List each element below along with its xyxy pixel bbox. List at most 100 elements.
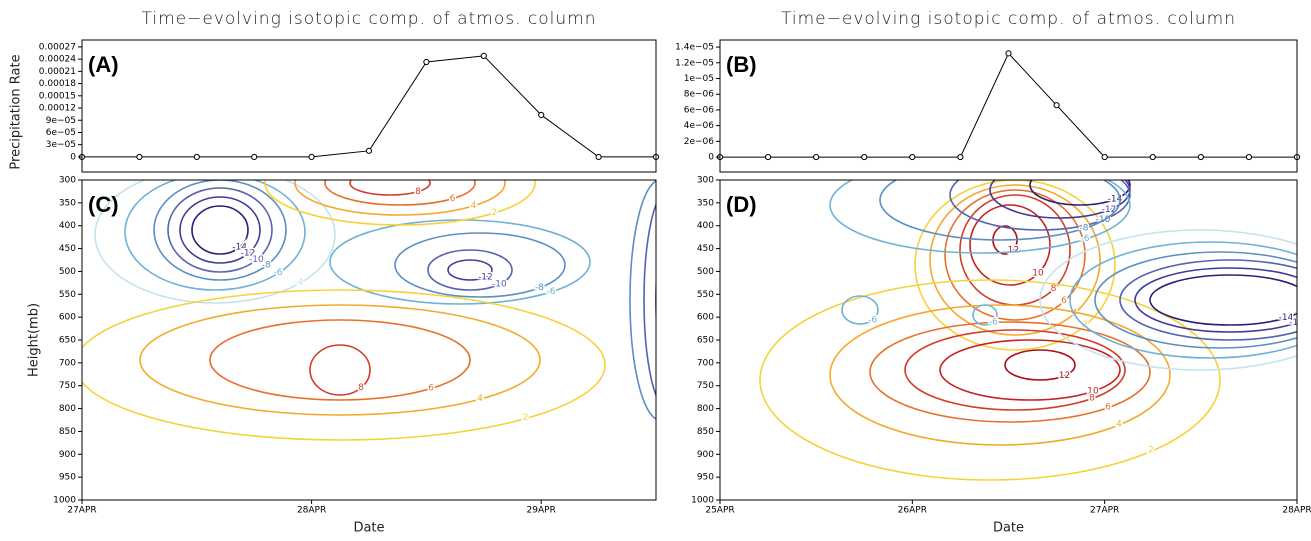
contour-label: -8 <box>262 261 271 271</box>
y-tick-label: 900 <box>59 450 76 460</box>
y-tick-label: 600 <box>59 313 76 323</box>
contour-layer: 1210864212108642-14-12-10-8-6-4-14-12-10… <box>759 180 1311 481</box>
data-point <box>957 153 964 161</box>
contour-line <box>655 272 656 328</box>
contour-label: -10 <box>677 373 692 383</box>
contour-label: 6 <box>450 194 456 204</box>
contour-label: 6 <box>428 384 434 394</box>
y-tick-label: 600 <box>697 313 714 323</box>
contour-line <box>841 295 879 325</box>
data-point <box>193 153 200 161</box>
y-axis-label: Height(mb) <box>27 303 42 377</box>
data-point <box>1053 102 1060 109</box>
y-tick-label: 750 <box>697 381 714 391</box>
contour-line <box>1119 259 1297 341</box>
y-tick-label: 900 <box>697 450 714 460</box>
plot-frame <box>81 179 657 501</box>
y-tick-label: 400 <box>697 221 714 231</box>
chart-title: Time−evolving isotopic comp. of atmos. c… <box>142 9 597 29</box>
y-tick-label: 0.00027 <box>39 42 76 52</box>
y-tick-label: 950 <box>697 473 714 483</box>
y-tick-label: 0.00015 <box>39 91 76 101</box>
data-point <box>480 52 487 59</box>
contour-line <box>427 249 513 291</box>
panel-label: (C) <box>88 192 119 217</box>
contour-label: 2 <box>523 413 529 423</box>
contour-label: 10 <box>1032 269 1044 279</box>
y-tick-label: 9e−05 <box>46 116 76 126</box>
x-tick-label: 29APR <box>527 506 556 516</box>
contour-line <box>294 180 506 216</box>
y-tick-label: 1000 <box>691 496 714 506</box>
data-point <box>1149 153 1156 161</box>
contour-line <box>904 329 1126 411</box>
y-tick-label: 0.00021 <box>39 67 76 77</box>
x-axis-label: Date <box>993 521 1024 536</box>
contour-label: -8 <box>1080 224 1089 234</box>
data-point <box>1005 50 1012 57</box>
contour-label: 4 <box>1116 420 1122 430</box>
contour-label: 8 <box>358 383 364 393</box>
contour-label: -10 <box>249 255 264 265</box>
data-point <box>813 153 820 161</box>
y-tick-label: 550 <box>59 290 76 300</box>
contour-label: -6 <box>547 287 556 297</box>
contour-label: -12 <box>478 273 493 283</box>
y-tick-label: 750 <box>59 381 76 391</box>
y-tick-label: 1.2e−05 <box>675 58 714 68</box>
y-tick-label: 0 <box>708 153 714 163</box>
contour-line <box>1149 274 1297 326</box>
y-tick-label: 550 <box>697 290 714 300</box>
y-tick-label: 1e−05 <box>684 74 714 84</box>
contour-line <box>914 180 1116 351</box>
contour-label: -6 <box>1081 234 1090 244</box>
y-tick-label: 350 <box>697 198 714 208</box>
x-tick-label: 27APR <box>1090 506 1119 516</box>
contour-label: -6 <box>1304 336 1311 346</box>
plot-frame <box>719 39 1298 173</box>
panel-label: (D) <box>726 192 757 217</box>
data-point <box>365 147 373 154</box>
y-tick-label: 850 <box>59 427 76 437</box>
contour-line <box>929 184 1101 336</box>
data-point <box>1197 153 1204 161</box>
contour-label: -4 <box>1308 345 1311 355</box>
contour-line <box>179 196 261 264</box>
contour-label: -8 <box>1303 329 1311 339</box>
x-tick-label: 28APR <box>297 506 326 516</box>
contour-label: -6 <box>274 268 283 278</box>
contour-line <box>1134 267 1297 333</box>
contour-line <box>829 304 1171 446</box>
contour-line <box>139 304 541 416</box>
data-point <box>909 153 916 161</box>
y-tick-label: 300 <box>59 176 76 186</box>
contour-line <box>949 180 1131 231</box>
y-tick-label: 950 <box>59 473 76 483</box>
contour-line <box>869 321 1151 423</box>
contour-label: 2 <box>1082 320 1088 330</box>
y-tick-label: 450 <box>59 244 76 254</box>
y-tick-label: 450 <box>697 244 714 254</box>
contour-label: 4 <box>477 394 483 404</box>
contour-line <box>447 259 493 281</box>
contour-label: 6 <box>1105 403 1111 413</box>
contour-line <box>349 180 431 196</box>
contour-line <box>643 202 656 398</box>
y-tick-label: 350 <box>59 198 76 208</box>
contour-line <box>972 304 998 326</box>
contour-label: 4 <box>1072 308 1078 318</box>
contour-label: -12 <box>683 366 698 376</box>
contour-label: 2 <box>492 208 498 218</box>
contour-layer: -14-12-10-8-6-4-12-10 -8 -6-8-10-128 642864… <box>82 180 698 441</box>
data-point <box>136 153 143 161</box>
plot-frame <box>81 39 657 173</box>
x-axis-label: Date <box>353 521 384 536</box>
contour-label: 10 <box>1087 387 1099 397</box>
y-tick-label: 700 <box>59 358 76 368</box>
data-point <box>1245 153 1253 161</box>
contour-line <box>1094 251 1297 349</box>
contour-label: 4 <box>471 201 477 211</box>
contour-line <box>191 205 249 255</box>
x-tick-label: 25APR <box>705 506 734 516</box>
contour-label: -6 <box>989 318 998 328</box>
